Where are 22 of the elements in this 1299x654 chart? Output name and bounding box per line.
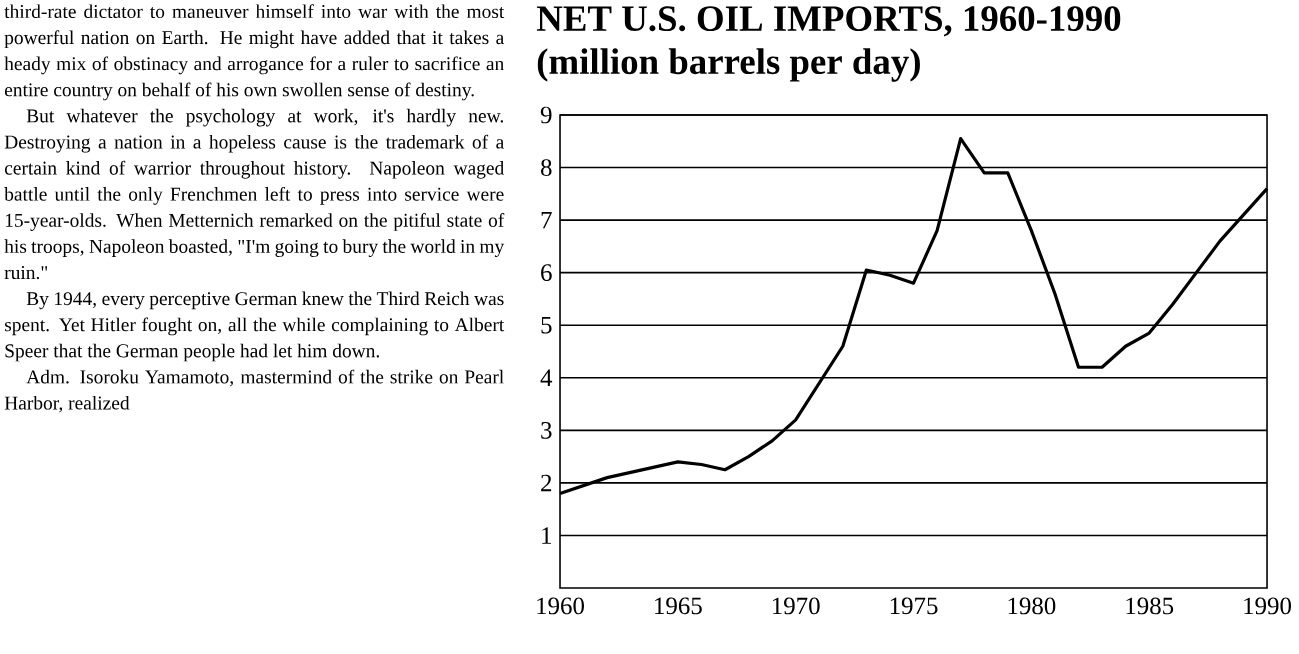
- y-tick-label: 5: [541, 316, 552, 334]
- x-tick-label: 1965: [655, 597, 702, 615]
- y-tick-label: 2: [541, 474, 552, 492]
- y-tick-label: 6: [541, 264, 552, 282]
- x-tick-label: 1990: [1244, 597, 1291, 615]
- x-tick-label: 1960: [537, 597, 584, 615]
- x-tick-label: 1970: [772, 597, 820, 615]
- text: Adm. Isoroku Yamamoto, mastermind of the strike on Pearl Harbor, realized: [4, 369, 504, 413]
- text: By 1944, every perceptive German knew the Third Reich was spent. Yet Hitler fought on, all the while complaining to Albert Speer that the German people had let him down.: [5, 291, 505, 362]
- y-tick-label: 4: [540, 369, 553, 386]
- y-tick-label: 8: [541, 159, 552, 176]
- x-tick-label: 1980: [1008, 597, 1056, 615]
- y-tick-label: 1: [542, 527, 551, 544]
- chart-title: NET U.S. OIL IMPORTS, 1960-1990: [536, 6, 1121, 37]
- text: third-rate dictator to maneuver himself into war with the most powerful nation on Earth. He might have added that it takes a heady mix of obstinacy and arrogance for a ruler to sacrifice an entire country on behalf of his own swollen sense of destiny.: [4, 4, 505, 101]
- x-tick-label: 1985: [1126, 597, 1174, 615]
- text: But whatever the psychology at work, it's hardly new. Destroying a nation in a hopeless cause is the trademark of a certain kind of warrior throughout history. Napoleon waged battle until the only Frenchmen left to press into service were 15-year-olds. When Metternich remarked on the pitiful state of his troops, Napoleon boasted, "I'm going to bury the world in my ruin.": [4, 108, 505, 280]
- y-tick-label: 9: [540, 106, 552, 124]
- y-tick-label: 3: [541, 421, 552, 439]
- y-tick-label: 7: [541, 211, 552, 229]
- x-tick-label: 1975: [890, 597, 938, 615]
- chart-subtitle: (million barrels per day): [537, 48, 920, 82]
